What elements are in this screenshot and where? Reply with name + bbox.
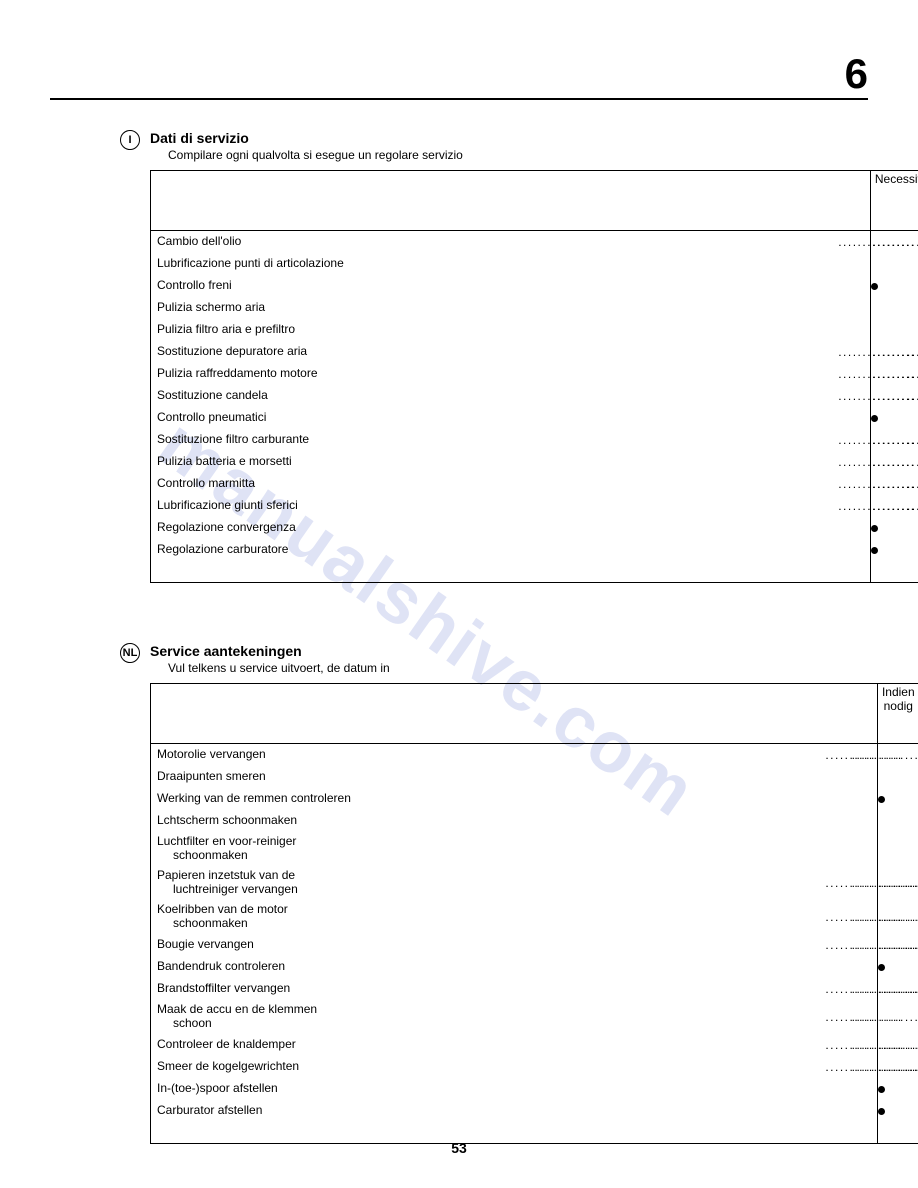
mark-cell: [870, 539, 918, 561]
column-header: Necessità: [870, 171, 918, 231]
table-row: Bougie vervangen: [151, 934, 918, 956]
table-row: Lubrificazione punti di articolazione: [151, 253, 918, 275]
dot-icon: [878, 1086, 885, 1093]
table-row: Sostituzione candela: [151, 385, 918, 407]
row-label-cell: Pulizia raffreddamento motore: [151, 363, 871, 385]
table-row: Brandstoffilter vervangen: [151, 978, 918, 1000]
row-label-cell: In-(toe-)spoor afstellen: [151, 1078, 878, 1100]
service-section: IDati di servizioCompilare ogni qualvolt…: [150, 130, 868, 583]
row-label-cell: Luchtfilter en voor-reinigerschoonmaken: [151, 832, 878, 866]
table-row: In-(toe-)spoor afstellen: [151, 1078, 918, 1100]
table-row: Sostituzione depuratore aria: [151, 341, 918, 363]
table-row: Sostituzione filtro carburante: [151, 429, 918, 451]
mark-cell: [877, 832, 918, 866]
row-label-cell: Werking van de remmen controleren: [151, 788, 878, 810]
table-row: Smeer de kogelgewrichten: [151, 1056, 918, 1078]
table-row: Controllo pneumatici: [151, 407, 918, 429]
row-label-cell: Maak de accu en de klemmenschoon: [151, 1000, 878, 1034]
table-row: Werking van de remmen controleren: [151, 788, 918, 810]
mark-cell: [870, 275, 918, 297]
table-row: Cambio dell'olio: [151, 231, 918, 253]
mark-cell: [877, 956, 918, 978]
column-header: [151, 171, 871, 231]
section-subtitle: Vul telkens u service uitvoert, de datum…: [150, 661, 868, 675]
row-label-cell: Lchtscherm schoonmaken: [151, 810, 878, 832]
mark-cell: [870, 319, 918, 341]
row-label-cell: Carburator afstellen: [151, 1100, 878, 1122]
table-row: Regolazione convergenza: [151, 517, 918, 539]
row-label-cell: Pulizia schermo aria: [151, 297, 871, 319]
row-label-cell: Sostituzione depuratore aria: [151, 341, 871, 363]
table-row: Pulizia batteria e morsetti: [151, 451, 918, 473]
service-table: NecessitàOgni8 oreOgni25 oreOgni .50 ore…: [150, 170, 918, 583]
mark-cell: [877, 810, 918, 832]
row-label-cell: Cambio dell'olio: [151, 231, 871, 253]
dot-icon: [871, 283, 878, 290]
row-label-cell: Controllo pneumatici: [151, 407, 871, 429]
row-label-cell: Regolazione carburatore: [151, 539, 871, 561]
row-label-cell: Controllo freni: [151, 275, 871, 297]
language-badge: I: [120, 130, 140, 150]
table-row: Lchtscherm schoonmaken: [151, 810, 918, 832]
top-rule: [50, 98, 868, 100]
dot-icon: [871, 547, 878, 554]
mark-cell: [870, 517, 918, 539]
table-row: Carburator afstellen: [151, 1100, 918, 1122]
table-row: Bandendruk controleren: [151, 956, 918, 978]
table-row: Pulizia schermo aria: [151, 297, 918, 319]
table-row: Maak de accu en de klemmenschoon: [151, 1000, 918, 1034]
mark-cell: [870, 297, 918, 319]
row-label-cell: Bandendruk controleren: [151, 956, 878, 978]
row-label-cell: Controleer de knaldemper: [151, 1034, 878, 1056]
dot-icon: [878, 1108, 885, 1115]
row-label-cell: Motorolie vervangen: [151, 744, 878, 766]
row-label-cell: Regolazione convergenza: [151, 517, 871, 539]
table-row: Controllo freni: [151, 275, 918, 297]
column-header: [151, 684, 878, 744]
table-row: Pulizia raffreddamento motore: [151, 363, 918, 385]
language-badge: NL: [120, 643, 140, 663]
row-label-cell: Lubrificazione giunti sferici: [151, 495, 871, 517]
row-label-cell: Brandstoffilter vervangen: [151, 978, 878, 1000]
mark-cell: [877, 788, 918, 810]
row-label-cell: Sostituzione filtro carburante: [151, 429, 871, 451]
table-row: Controllo marmitta: [151, 473, 918, 495]
row-label-cell: Bougie vervangen: [151, 934, 878, 956]
service-table: Indiennodigom de8 uurom de25 uurom de50 …: [150, 683, 918, 1144]
page-number-bottom: 53: [0, 1140, 918, 1156]
mark-cell: [877, 766, 918, 788]
dot-icon: [871, 525, 878, 532]
mark-cell: [870, 407, 918, 429]
mark-cell: [870, 253, 918, 275]
table-row: Luchtfilter en voor-reinigerschoonmaken: [151, 832, 918, 866]
table-row: Draaipunten smeren: [151, 766, 918, 788]
mark-cell: [877, 1100, 918, 1122]
dot-icon: [871, 415, 878, 422]
row-label-cell: Sostituzione candela: [151, 385, 871, 407]
dot-icon: [878, 796, 885, 803]
row-label-cell: Controllo marmitta: [151, 473, 871, 495]
service-section: NLService aantekeningenVul telkens u ser…: [150, 643, 868, 1144]
table-row: Controleer de knaldemper: [151, 1034, 918, 1056]
page-number-top: 6: [845, 50, 868, 98]
dot-icon: [878, 964, 885, 971]
section-title: Dati di servizio: [150, 130, 868, 146]
table-row: Motorolie vervangen: [151, 744, 918, 766]
row-label-cell: Pulizia batteria e morsetti: [151, 451, 871, 473]
row-label-cell: Papieren inzetstuk van deluchtreiniger v…: [151, 866, 878, 900]
row-label-cell: Draaipunten smeren: [151, 766, 878, 788]
table-row: Pulizia filtro aria e prefiltro: [151, 319, 918, 341]
section-title: Service aantekeningen: [150, 643, 868, 659]
table-row: Koelribben van de motorschoonmaken: [151, 900, 918, 934]
table-row: Lubrificazione giunti sferici: [151, 495, 918, 517]
table-row: Regolazione carburatore: [151, 539, 918, 561]
table-row: Papieren inzetstuk van deluchtreiniger v…: [151, 866, 918, 900]
row-label-cell: Smeer de kogelgewrichten: [151, 1056, 878, 1078]
mark-cell: [877, 1078, 918, 1100]
row-label-cell: Koelribben van de motorschoonmaken: [151, 900, 878, 934]
column-header: Indiennodig: [877, 684, 918, 744]
section-subtitle: Compilare ogni qualvolta si esegue un re…: [150, 148, 868, 162]
row-label-cell: Lubrificazione punti di articolazione: [151, 253, 871, 275]
row-label-cell: Pulizia filtro aria e prefiltro: [151, 319, 871, 341]
